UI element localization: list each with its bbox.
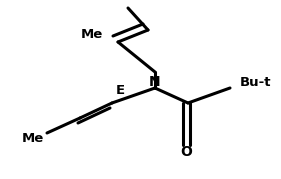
Text: Me: Me (81, 28, 103, 42)
Text: O: O (180, 145, 192, 159)
Text: E: E (115, 83, 124, 96)
Text: Me: Me (22, 132, 44, 144)
Text: N: N (149, 75, 161, 89)
Text: Bu-t: Bu-t (240, 76, 271, 88)
